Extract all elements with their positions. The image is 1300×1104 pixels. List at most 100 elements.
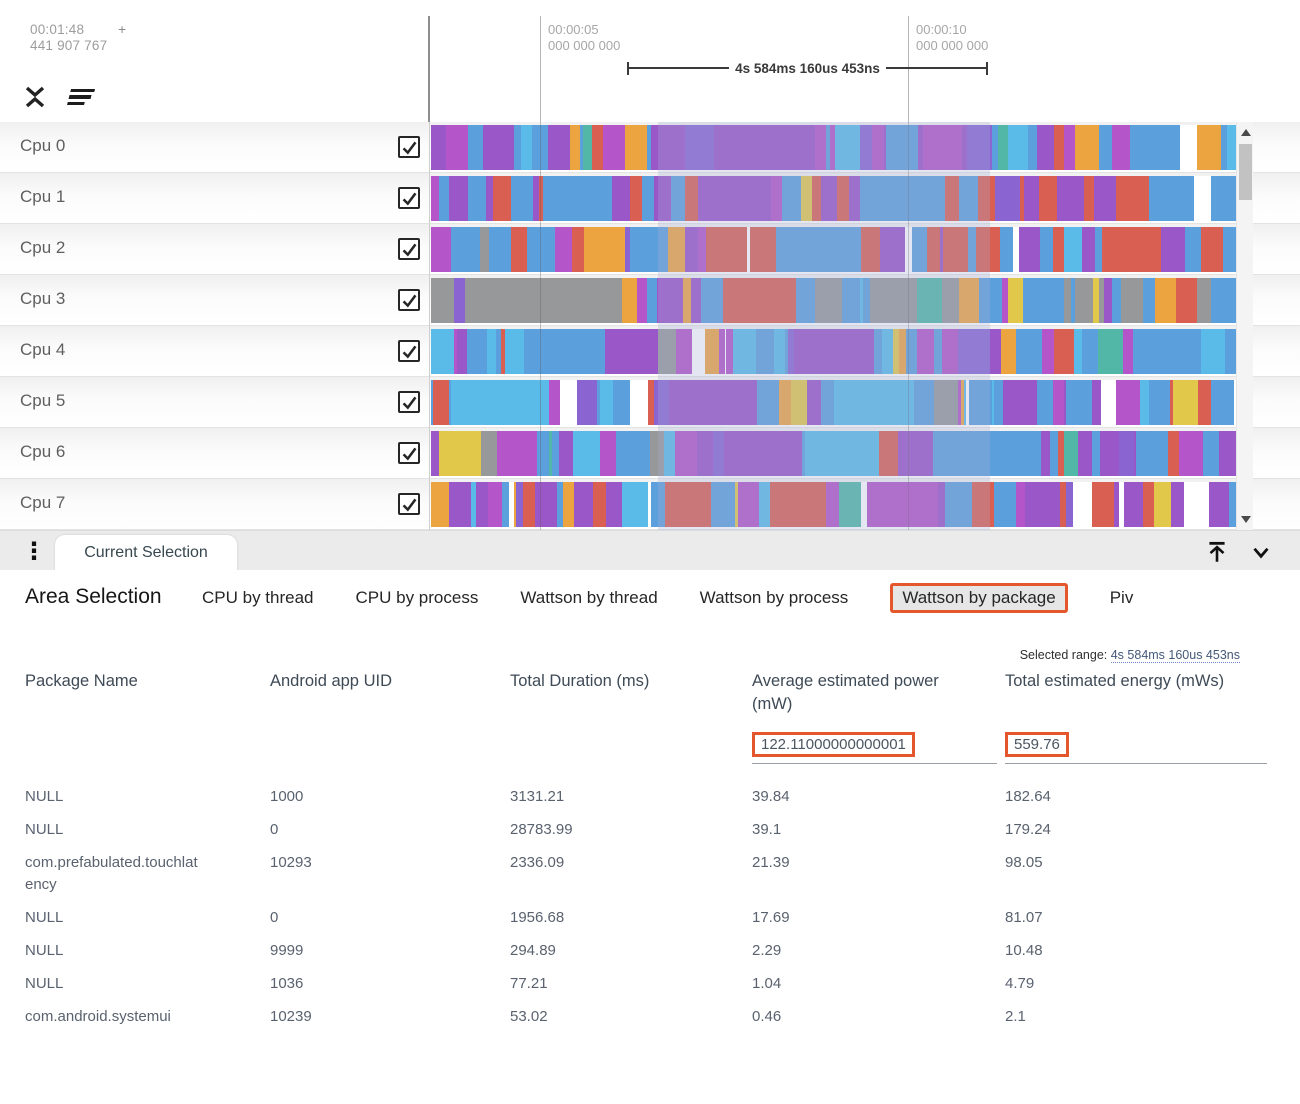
collapse-panel-icon[interactable] xyxy=(1246,537,1276,567)
table-cell: 294.89 xyxy=(510,941,556,959)
selected-range-link[interactable]: 4s 584ms 160us 453ns xyxy=(1110,648,1240,663)
tab-current-selection[interactable]: Current Selection xyxy=(55,535,237,571)
track-label: Cpu 4 xyxy=(20,340,66,359)
cell-package-name: NULL xyxy=(25,974,64,992)
cell-package-name: NULL xyxy=(25,820,64,838)
track-slices-canvas[interactable] xyxy=(431,227,1236,272)
table-cell: 182.64 xyxy=(1005,787,1051,805)
track-label: Cpu 7 xyxy=(20,493,66,512)
summary-total-energy: 559.76 xyxy=(1005,732,1069,757)
table-cell: 0 xyxy=(270,908,279,926)
table-cell: 3131.21 xyxy=(510,787,565,805)
table-cell: 2.29 xyxy=(752,941,782,959)
track-checkbox[interactable] xyxy=(398,289,420,311)
agg-tab-wattson-by-package[interactable]: Wattson by package xyxy=(890,583,1068,613)
table-cell: 9999 xyxy=(270,941,304,959)
column-header: Android app UID xyxy=(270,672,392,690)
selection-duration-label: 4s 584ms 160us 453ns xyxy=(735,60,880,76)
cell-package-name: NULL xyxy=(25,941,64,959)
track-checkbox[interactable] xyxy=(398,391,420,413)
time-tick xyxy=(540,16,541,122)
agg-tab-wattson-by-process[interactable]: Wattson by process xyxy=(699,588,849,607)
track-slices-canvas[interactable] xyxy=(431,278,1236,323)
track-checkbox[interactable] xyxy=(398,442,420,464)
track-label: Cpu 1 xyxy=(20,187,66,206)
collapse-tracks-icon[interactable] xyxy=(20,82,50,112)
time-tick-label: 00:00:10 000 000 000 xyxy=(916,22,989,53)
cell-package-name: com.prefabulated.touchlatency xyxy=(25,853,198,893)
panel-title: Area Selection xyxy=(25,585,162,608)
agg-tab-wattson-by-thread[interactable]: Wattson by thread xyxy=(520,588,658,607)
table-cell: 10239 xyxy=(270,1007,312,1025)
agg-tab-piv[interactable]: Piv xyxy=(1109,588,1134,607)
table-cell: 1036 xyxy=(270,974,304,992)
table-cell: 0 xyxy=(270,820,279,838)
track-row: Cpu 1 xyxy=(0,173,1300,224)
table-cell: 1000 xyxy=(270,787,304,805)
table-body: NULL 1000 3131.21 39.84 182.64 NULL 0 28783.99 3… xyxy=(25,780,1275,1033)
table-cell: 98.05 xyxy=(1005,853,1043,871)
selected-range: Selected range: 4s 584ms 160us 453ns xyxy=(1019,648,1240,663)
table-cell: 39.1 xyxy=(752,820,782,838)
column-header: Package Name xyxy=(25,672,138,690)
scroll-down-icon[interactable] xyxy=(1241,516,1251,523)
track-label: Cpu 6 xyxy=(20,442,66,461)
aggregation-tabs: CPU by thread CPU by process Wattson by th… xyxy=(202,580,1300,616)
scrollbar-thumb[interactable] xyxy=(1239,144,1252,200)
track-slices-canvas[interactable] xyxy=(431,329,1236,374)
cell-package-name: NULL xyxy=(25,787,64,805)
table-cell: 2.1 xyxy=(1005,1007,1026,1025)
filter-tracks-icon[interactable] xyxy=(66,82,96,112)
bottom-panel-tab-strip: ⋮ Current Selection xyxy=(0,530,1300,571)
summary-avg-power: 122.11000000000001 xyxy=(752,732,915,757)
table-summary-row: 122.11000000000001 559.76 xyxy=(25,732,1275,764)
track-label: Cpu 0 xyxy=(20,136,66,155)
track-row: Cpu 2 xyxy=(0,224,1300,275)
track-slices-canvas[interactable] xyxy=(431,380,1236,425)
expand-panel-up-icon[interactable] xyxy=(1202,537,1232,567)
cell-package-name: com.android.systemui xyxy=(25,1007,171,1025)
column-header: Total estimated energy (mWs) xyxy=(1005,672,1225,690)
track-slices-canvas[interactable] xyxy=(431,176,1236,221)
agg-tab-cpu-by-thread[interactable]: CPU by thread xyxy=(202,588,314,607)
cursor-timestamp: 00:01:48 + 441 907 767 xyxy=(30,22,127,53)
table-cell: 53.02 xyxy=(510,1007,548,1025)
table-cell: 1956.68 xyxy=(510,908,565,926)
table-cell: 10293 xyxy=(270,853,312,871)
table-cell: 179.24 xyxy=(1005,820,1051,838)
cell-package-name: NULL xyxy=(25,908,64,926)
time-tick xyxy=(908,16,909,122)
track-checkbox[interactable] xyxy=(398,238,420,260)
cursor-plus: + xyxy=(118,22,127,37)
selection-duration-bracket: 4s 584ms 160us 453ns xyxy=(627,60,988,76)
track-slices-canvas[interactable] xyxy=(431,431,1236,476)
track-checkbox[interactable] xyxy=(398,136,420,158)
track-row: Cpu 0 xyxy=(0,122,1300,173)
track-checkbox[interactable] xyxy=(398,493,420,515)
track-slices-canvas[interactable] xyxy=(431,482,1236,527)
table-cell: 21.39 xyxy=(752,853,790,871)
table-cell: 81.07 xyxy=(1005,908,1043,926)
scroll-up-icon[interactable] xyxy=(1241,129,1251,136)
track-checkbox[interactable] xyxy=(398,340,420,362)
track-checkbox[interactable] xyxy=(398,187,420,209)
table-cell: 1.04 xyxy=(752,974,782,992)
time-tick-label: 00:00:05 000 000 000 xyxy=(548,22,621,53)
column-header: Average estimated power (mW) xyxy=(752,672,939,713)
table-cell: 28783.99 xyxy=(510,820,573,838)
track-row: Cpu 4 xyxy=(0,326,1300,377)
tracks-scrollbar[interactable] xyxy=(1236,122,1253,530)
table-cell: 77.21 xyxy=(510,974,548,992)
panel-menu-icon[interactable]: ⋮ xyxy=(22,537,46,565)
cpu-tracks-area: Cpu 0 Cpu 1 Cpu 2 Cpu 3 Cpu 4 Cpu 5 Cpu 6 Cpu 7 xyxy=(0,122,1300,530)
track-label: Cpu 5 xyxy=(20,391,66,410)
track-row: Cpu 7 xyxy=(0,479,1300,530)
track-row: Cpu 3 xyxy=(0,275,1300,326)
table-cell: 0.46 xyxy=(752,1007,782,1025)
track-panel-divider xyxy=(428,16,430,122)
track-row: Cpu 5 xyxy=(0,377,1300,428)
track-slices-canvas[interactable] xyxy=(431,125,1236,170)
track-label: Cpu 3 xyxy=(20,289,66,308)
agg-tab-cpu-by-process[interactable]: CPU by process xyxy=(355,588,479,607)
